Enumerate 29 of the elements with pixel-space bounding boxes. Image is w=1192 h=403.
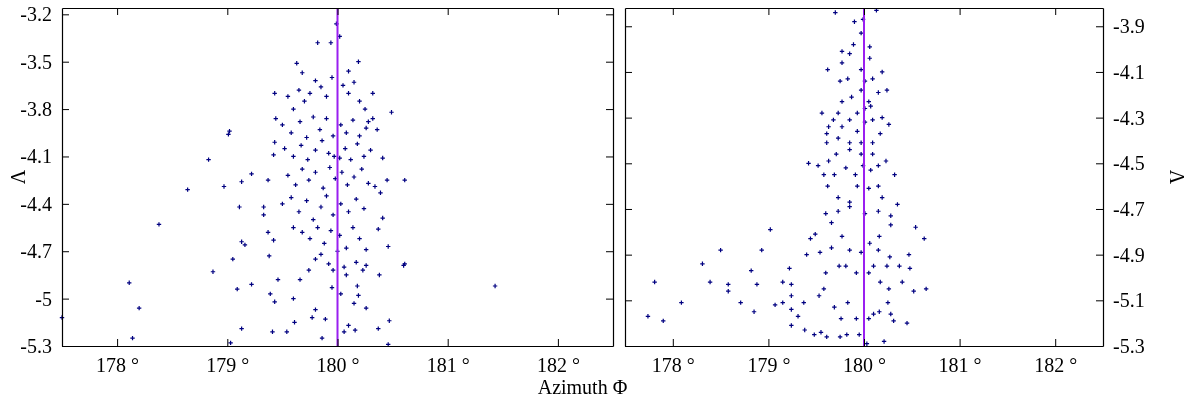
x-tick-label: 181 °	[426, 354, 470, 377]
y-tick-label: -5	[35, 287, 52, 310]
y-tick-label: -3.5	[20, 50, 52, 73]
y-axis-title: Λ	[1166, 169, 1189, 185]
y-tick-label: -3.8	[20, 97, 52, 120]
x-tick-label: 178 °	[651, 354, 695, 377]
x-tick-label: 182 °	[536, 354, 580, 377]
y-tick-label: -4.1	[1113, 60, 1145, 83]
y-tick-label: -5.3	[1113, 334, 1145, 357]
y-tick-label: -4.3	[1113, 106, 1145, 129]
y-tick-label: -5.3	[20, 334, 52, 357]
y-tick-label: -4.7	[20, 240, 52, 263]
y-tick-label: -3.2	[20, 3, 52, 26]
x-tick-label: 179 °	[206, 354, 250, 377]
y-tick-label: -4.1	[20, 145, 52, 168]
y-tick-label: -4.7	[1113, 197, 1145, 220]
x-tick-label: 180 °	[316, 354, 360, 377]
x-tick-label: 178 °	[96, 354, 140, 377]
y-tick-label: -4.5	[1113, 152, 1145, 175]
x-tick-label: 181 °	[938, 354, 982, 377]
y-tick-label: -3.9	[1113, 15, 1145, 38]
x-axis-title: Azimuth Φ	[537, 376, 628, 398]
y-tick-label: -5.1	[1113, 289, 1145, 312]
y-tick-label: -4.9	[1113, 243, 1145, 266]
x-tick-label: 179 °	[747, 354, 791, 377]
x-tick-label: 182 °	[1034, 354, 1078, 377]
y-tick-label: -4.4	[20, 192, 52, 215]
x-tick-label: 180 °	[843, 354, 886, 377]
y-axis-title: Λ	[6, 169, 29, 185]
